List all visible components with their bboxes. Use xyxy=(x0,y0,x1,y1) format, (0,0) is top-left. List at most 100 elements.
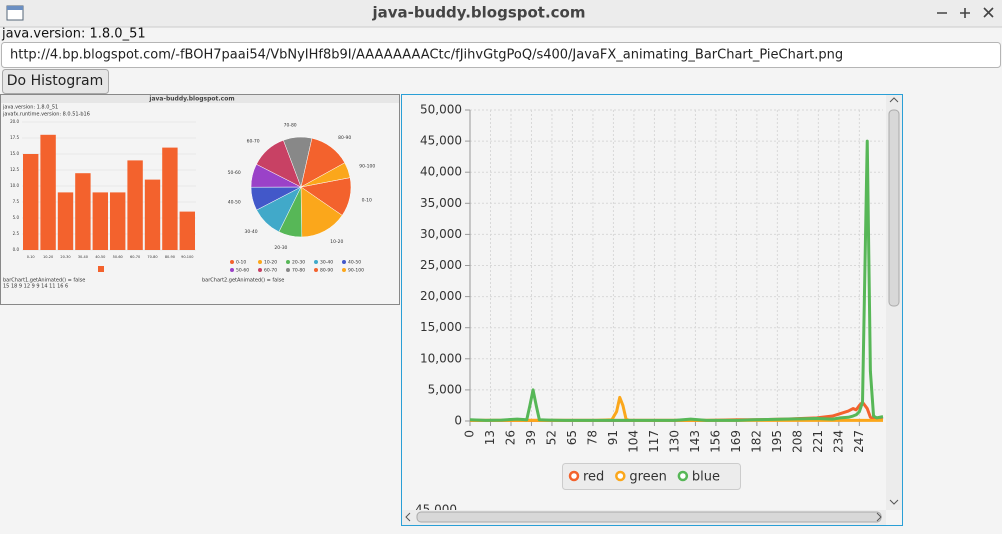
x-tick-label: 26 xyxy=(503,430,517,445)
bar xyxy=(92,192,108,250)
series-line xyxy=(469,139,884,422)
thumbnail-title-bar xyxy=(1,95,399,103)
thumbnail-note: barChart1.getAnimated() = false xyxy=(3,278,85,284)
pie-label: 30-40 xyxy=(245,229,258,235)
y-tick-label: 15,000 xyxy=(420,320,462,334)
legend-label: 20-30 xyxy=(292,260,305,266)
y-tick-label: 10.0 xyxy=(10,183,19,188)
x-tick-label: 80-90 xyxy=(165,255,175,259)
horizontal-scroll-thumb[interactable] xyxy=(416,511,882,523)
legend-swatch xyxy=(342,268,346,272)
x-tick-label: 221 xyxy=(811,430,825,453)
bar xyxy=(75,173,91,250)
pie-label: 80-90 xyxy=(338,135,351,141)
x-tick-label: 247 xyxy=(852,430,866,453)
url-text: http://4.bp.blogspot.com/-fBOH7paai54/Vb… xyxy=(10,48,843,63)
legend-marker xyxy=(615,470,626,482)
thumbnail-line: javafx.runtime.version: 8.0.51-b16 xyxy=(2,112,90,118)
thumbnail: java-buddy.blogspot.com java.version: 1.… xyxy=(0,94,400,305)
legend-label: red xyxy=(583,470,604,485)
y-tick-label: 2.5 xyxy=(13,231,20,236)
x-tick-label: 234 xyxy=(831,430,845,453)
legend-swatch xyxy=(286,260,290,264)
x-tick-label: 39 xyxy=(524,430,538,445)
legend-swatch xyxy=(314,260,318,264)
y-tick-label: 40,000 xyxy=(420,165,462,179)
x-tick-label: 78 xyxy=(585,430,599,445)
bar xyxy=(23,154,39,250)
y-tick-label: 20,000 xyxy=(420,289,462,303)
legend-label: 90-100 xyxy=(348,268,364,274)
bar xyxy=(57,192,74,250)
window-title: java-buddy.blogspot.com xyxy=(372,4,586,22)
pie-label: 0-10 xyxy=(362,197,372,203)
legend-label: 0-10 xyxy=(236,260,246,266)
legend-label: green xyxy=(629,470,667,485)
x-tick-label: 30-40 xyxy=(78,255,88,259)
legend-label: 40-50 xyxy=(348,260,361,266)
x-tick-label: 40-50 xyxy=(95,255,105,259)
legend-label: 50-60 xyxy=(236,268,249,274)
x-tick-label: 50-60 xyxy=(113,255,123,259)
pie-slice xyxy=(300,186,343,238)
line-chart: 0 5,000 10,000 15,000 20,000 25,000 30,000 35,0… xyxy=(420,103,884,490)
y-tick-label: 0.0 xyxy=(13,247,20,252)
legend-swatch xyxy=(230,260,234,264)
y-tick-label: 50,000 xyxy=(420,103,462,117)
vertical-scroll-thumb[interactable] xyxy=(888,109,900,307)
y-tick-label: 25,000 xyxy=(420,258,462,272)
thumbnail-line: java.version: 1.8.0_51 xyxy=(2,105,58,111)
y-tick-label: 45,000 xyxy=(420,134,462,148)
thumbnail-note: 15 18 9 12 9 9 14 11 16 6 xyxy=(3,284,68,290)
x-tick-label: 130 xyxy=(667,430,681,453)
scroll-arrows[interactable] xyxy=(405,97,899,522)
legend-label: 30-40 xyxy=(320,260,333,266)
x-tick-label: 20-30 xyxy=(60,255,70,259)
pie-slice xyxy=(300,162,351,188)
x-tick-label: 156 xyxy=(708,430,722,453)
legend-box xyxy=(562,463,741,490)
pie-label: 90-100 xyxy=(359,163,375,169)
y-tick-label: 35,000 xyxy=(420,196,462,210)
bar xyxy=(144,179,161,250)
legend-swatch xyxy=(342,260,346,264)
y-tick-label: 5,000 xyxy=(428,382,462,396)
title-bar xyxy=(0,0,1002,27)
legend-swatch xyxy=(258,260,262,264)
x-tick-label: 90-100 xyxy=(181,255,193,259)
legend-swatch xyxy=(98,266,104,272)
pie-label: 20-30 xyxy=(274,245,287,251)
legend-marker xyxy=(677,470,689,482)
y-tick-label: 20.0 xyxy=(10,119,19,124)
x-tick-label: 0 xyxy=(463,430,477,438)
legend-marker xyxy=(568,470,580,482)
pie-label: 50-60 xyxy=(228,170,241,176)
legend-label: blue xyxy=(692,470,720,485)
legend-swatch xyxy=(258,268,262,272)
x-tick-label: 13 xyxy=(483,430,497,445)
x-tick-label: 208 xyxy=(790,430,804,453)
legend-label: 10-20 xyxy=(264,260,277,266)
x-tick-label: 195 xyxy=(770,430,784,453)
legend-label: 80-90 xyxy=(320,268,333,274)
legend-label: 70-80 xyxy=(292,268,305,274)
pie-label: 70-80 xyxy=(284,123,297,129)
y-tick-label: 12.5 xyxy=(10,167,19,172)
pie-label: 60-70 xyxy=(247,138,260,144)
thumbnail-title: java-buddy.blogspot.com xyxy=(148,96,234,103)
x-tick-label: 0-10 xyxy=(27,255,35,259)
x-tick-label: 65 xyxy=(565,430,579,445)
x-tick-label: 52 xyxy=(544,430,558,445)
y-tick-label: 5.0 xyxy=(13,215,20,220)
histogram-button[interactable] xyxy=(2,69,109,94)
y-tick-label: 17.5 xyxy=(10,135,19,140)
x-tick-label: 60-70 xyxy=(130,255,140,259)
legend-swatch xyxy=(286,268,290,272)
bar xyxy=(179,211,195,250)
y-tick-label: 7.5 xyxy=(13,199,20,204)
bar xyxy=(127,160,143,250)
url-field[interactable] xyxy=(1,42,1001,68)
window-controls[interactable] xyxy=(937,7,994,18)
